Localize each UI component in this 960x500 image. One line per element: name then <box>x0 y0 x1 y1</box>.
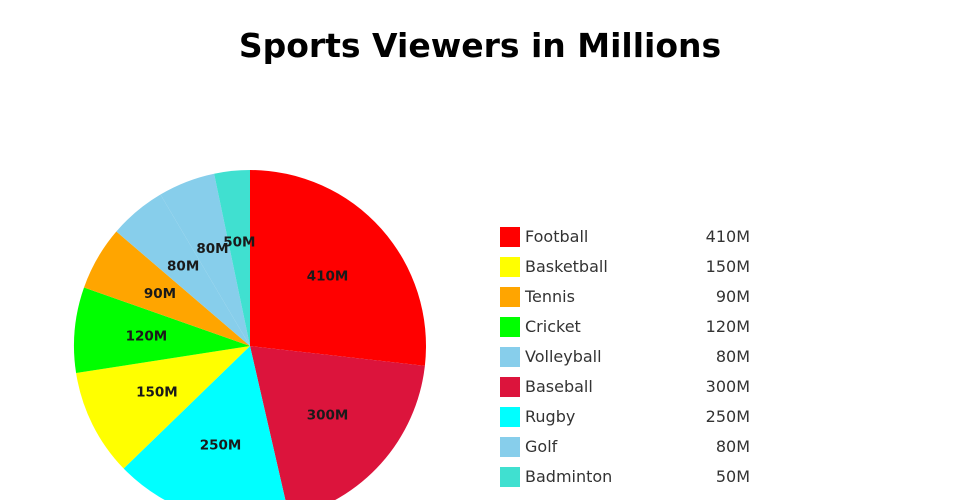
legend-item-cricket: Cricket 120M <box>500 316 760 346</box>
pie-slice-baseball <box>250 346 425 500</box>
legend: Football 410M Basketball 150M Tennis 90M Crick… <box>500 226 760 496</box>
legend-value: 410M <box>705 227 750 246</box>
legend-swatch <box>500 467 520 487</box>
legend-swatch <box>500 407 520 427</box>
slice-label-rugby: 250M <box>200 438 242 454</box>
slice-label-golf: 80M <box>196 241 228 257</box>
legend-item-volleyball: Volleyball 80M <box>500 346 760 376</box>
legend-swatch <box>500 227 520 247</box>
legend-item-basketball: Basketball 150M <box>500 256 760 286</box>
legend-value: 50M <box>715 467 750 486</box>
slice-label-baseball: 300M <box>307 407 349 423</box>
legend-swatch <box>500 317 520 337</box>
slice-label-tennis: 90M <box>144 286 176 302</box>
legend-label: Basketball <box>525 257 608 276</box>
legend-label: Golf <box>525 437 558 456</box>
slice-label-basketball: 150M <box>136 384 178 400</box>
legend-label: Cricket <box>525 317 581 336</box>
pie-slice-football <box>250 170 427 366</box>
legend-swatch <box>500 377 520 397</box>
legend-swatch <box>500 437 520 457</box>
legend-label: Football <box>525 227 589 246</box>
slice-label-football: 410M <box>307 269 349 285</box>
pie-slice-cricket <box>74 287 251 373</box>
legend-item-football: Football 410M <box>500 226 760 256</box>
pie-slice-tennis <box>84 231 250 346</box>
pie-slice-volleyball <box>116 194 251 346</box>
legend-label: Tennis <box>525 287 575 306</box>
legend-value: 300M <box>705 377 750 396</box>
legend-value: 150M <box>705 257 750 276</box>
legend-label: Badminton <box>525 467 613 486</box>
legend-value: 80M <box>715 437 750 456</box>
legend-label: Baseball <box>525 377 593 396</box>
legend-swatch <box>500 257 520 277</box>
legend-value: 120M <box>705 317 750 336</box>
pie-slice-golf <box>160 173 250 346</box>
slice-label-cricket: 120M <box>126 328 168 344</box>
legend-swatch <box>500 347 520 367</box>
legend-swatch <box>500 287 520 307</box>
chart-title: Sports Viewers in Millions <box>238 26 722 65</box>
legend-value: 250M <box>705 407 750 426</box>
legend-item-golf: Golf 80M <box>500 436 760 466</box>
pie-slice-badminton <box>214 170 250 346</box>
legend-label: Volleyball <box>525 347 602 366</box>
legend-value: 80M <box>715 347 750 366</box>
pie-slice-rugby <box>123 346 286 500</box>
legend-item-tennis: Tennis 90M <box>500 286 760 316</box>
legend-value: 90M <box>715 287 750 306</box>
legend-item-baseball: Baseball 300M <box>500 376 760 406</box>
legend-item-badminton: Badminton 50M <box>500 466 760 496</box>
pie-slice-basketball <box>76 346 250 469</box>
slice-label-badminton: 50M <box>223 235 255 251</box>
slice-label-volleyball: 80M <box>167 258 199 274</box>
legend-item-rugby: Rugby 250M <box>500 406 760 436</box>
legend-label: Rugby <box>525 407 576 426</box>
